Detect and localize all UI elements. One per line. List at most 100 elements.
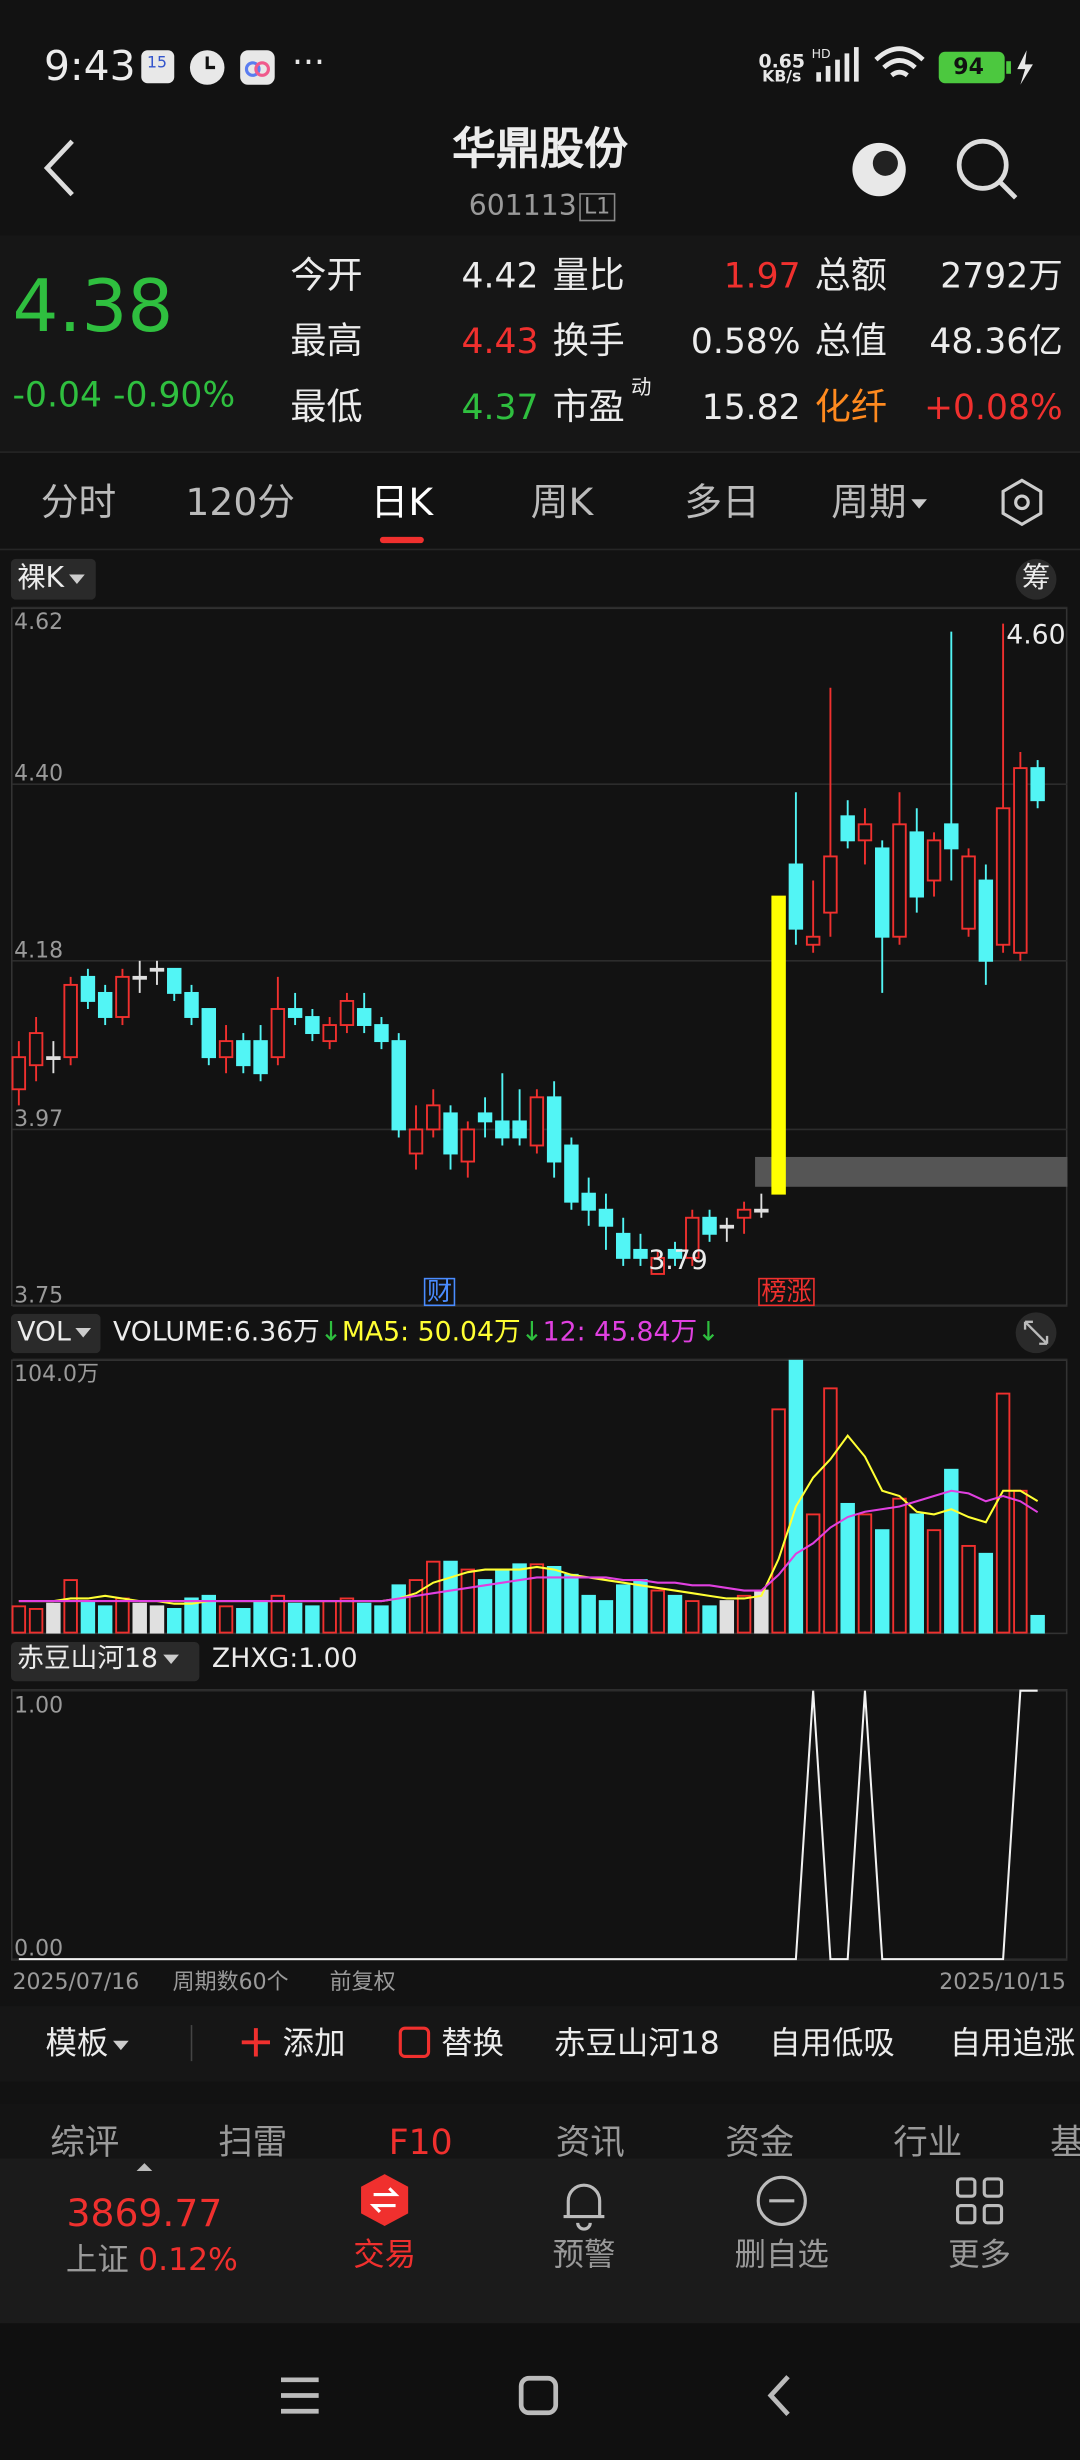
more-icon[interactable] bbox=[956, 2177, 1004, 2225]
search-icon[interactable] bbox=[956, 138, 1009, 191]
volume-bar bbox=[270, 1594, 286, 1634]
app-icon bbox=[254, 61, 271, 77]
candle-body bbox=[356, 1008, 372, 1026]
formula-button[interactable]: 赤豆山河18 bbox=[554, 2023, 720, 2062]
period-tab[interactable]: 周K bbox=[530, 480, 594, 525]
volume-bar bbox=[736, 1594, 752, 1634]
indicator-legend: ZHXG:1.00 bbox=[211, 1643, 358, 1675]
volume-selector[interactable]: VOL bbox=[17, 1319, 91, 1347]
replace-button[interactable]: 替换 bbox=[441, 2023, 504, 2062]
sub-tab[interactable]: 资金 bbox=[725, 2123, 795, 2159]
index-pct[interactable]: 0.12% bbox=[138, 2240, 238, 2278]
formula-button[interactable]: 自用低吸 bbox=[769, 2023, 895, 2062]
field-label: 化纤 bbox=[814, 387, 887, 429]
quote-bg bbox=[0, 235, 1080, 453]
sub-tab[interactable]: F10 bbox=[388, 2123, 453, 2159]
y-tick-label: 4.62 bbox=[14, 610, 63, 635]
sub-tab[interactable]: 资讯 bbox=[555, 2123, 625, 2159]
formula-button[interactable]: 自用追涨 bbox=[949, 2023, 1076, 2062]
rank-marker[interactable]: 榜涨 bbox=[758, 1277, 815, 1307]
volume-bar bbox=[788, 1359, 804, 1634]
menu-key[interactable] bbox=[280, 2377, 319, 2414]
sub-tab[interactable]: 扫雷 bbox=[218, 2123, 288, 2159]
replace-icon bbox=[398, 2026, 431, 2059]
settings-icon[interactable] bbox=[1001, 478, 1043, 527]
period-tab[interactable]: 周期 bbox=[831, 483, 927, 521]
finance-marker[interactable]: 财 bbox=[423, 1277, 456, 1307]
battery-level: 94 bbox=[953, 54, 984, 81]
back-icon[interactable] bbox=[43, 139, 74, 197]
network-type: HD bbox=[811, 47, 831, 62]
volume-bar bbox=[201, 1594, 217, 1634]
nav-more[interactable]: 更多 bbox=[948, 2235, 1011, 2274]
trade-icon bbox=[369, 2187, 400, 2213]
y-tick-label: 4.40 bbox=[14, 762, 63, 787]
index-name[interactable]: 上证 bbox=[65, 2240, 129, 2278]
sub-tab[interactable]: 基 bbox=[1050, 2126, 1080, 2158]
home-key[interactable] bbox=[518, 2375, 559, 2416]
field-value: 1.97 bbox=[723, 257, 801, 297]
volume-bar bbox=[305, 1605, 320, 1634]
sub-tab[interactable]: 综评 bbox=[50, 2123, 120, 2159]
field-value: 15.82 bbox=[701, 389, 801, 429]
candle-body bbox=[926, 839, 942, 882]
volume-bar bbox=[408, 1579, 424, 1634]
field-value: 0.58% bbox=[690, 323, 801, 363]
candle-body bbox=[477, 1112, 493, 1123]
add-button[interactable]: 添加 bbox=[282, 2023, 346, 2062]
index-value[interactable]: 3869.77 bbox=[66, 2191, 223, 2236]
volume-bar bbox=[615, 1584, 631, 1634]
price: 4.38 bbox=[12, 263, 174, 349]
field-label: 最高 bbox=[290, 321, 363, 363]
volume-bar bbox=[840, 1502, 855, 1634]
remove-icon[interactable] bbox=[756, 2175, 807, 2226]
sub-tab[interactable]: 行业 bbox=[893, 2123, 963, 2159]
template-button[interactable]: 模板 bbox=[46, 2027, 129, 2058]
field-value: 48.36亿 bbox=[929, 323, 1063, 363]
volume-bar bbox=[374, 1605, 389, 1634]
candle-body bbox=[564, 1144, 579, 1203]
alert-icon[interactable] bbox=[563, 2183, 605, 2231]
volume-legend: VOLUME:6.36万 bbox=[113, 1317, 320, 1349]
candle-body bbox=[426, 1104, 441, 1131]
kline-selector[interactable]: 裸K bbox=[17, 564, 84, 593]
period-tab[interactable]: 多日 bbox=[684, 480, 760, 525]
stock-code: 601113 bbox=[468, 189, 577, 223]
field-value: 4.43 bbox=[461, 323, 539, 363]
volume-bar bbox=[978, 1552, 994, 1634]
volume-bar bbox=[132, 1602, 147, 1634]
robot-icon bbox=[872, 150, 898, 176]
calendar-day: 15 bbox=[146, 54, 167, 73]
period-tab[interactable]: 日K bbox=[370, 480, 434, 525]
back-key[interactable] bbox=[767, 2375, 790, 2416]
nav-alert[interactable]: 预警 bbox=[552, 2235, 616, 2274]
volume-bar bbox=[167, 1608, 182, 1634]
candle-body bbox=[788, 863, 804, 930]
volume-bar bbox=[512, 1563, 527, 1634]
volume-bar bbox=[80, 1600, 96, 1634]
volume-bar bbox=[909, 1513, 924, 1634]
candle-body bbox=[495, 1120, 510, 1139]
candle-body bbox=[1030, 767, 1045, 802]
candle-body bbox=[218, 1040, 234, 1059]
candle-body bbox=[322, 1024, 337, 1043]
trade-icon[interactable] bbox=[361, 2174, 409, 2226]
field-label: 最低 bbox=[290, 387, 363, 429]
nav-trade[interactable]: 交易 bbox=[353, 2235, 416, 2274]
chips-button[interactable]: 筹 bbox=[1021, 561, 1051, 595]
candle-body bbox=[408, 1128, 424, 1155]
indicator-selector[interactable]: 赤豆山河18 bbox=[17, 1646, 178, 1674]
period-tab[interactable]: 120分 bbox=[185, 480, 295, 525]
candle-body bbox=[460, 1128, 476, 1163]
field-value: 4.42 bbox=[461, 257, 539, 297]
candle-body bbox=[909, 831, 924, 898]
battery-icon bbox=[1006, 61, 1011, 74]
candle-body bbox=[167, 967, 182, 994]
field-label: 量比 bbox=[552, 255, 625, 297]
nav-remove[interactable]: 删自选 bbox=[734, 2235, 829, 2274]
indicator-line bbox=[18, 1689, 1038, 1961]
candle-body bbox=[339, 1000, 355, 1026]
period-tab[interactable]: 分时 bbox=[40, 480, 117, 525]
tab-underline bbox=[379, 536, 424, 544]
